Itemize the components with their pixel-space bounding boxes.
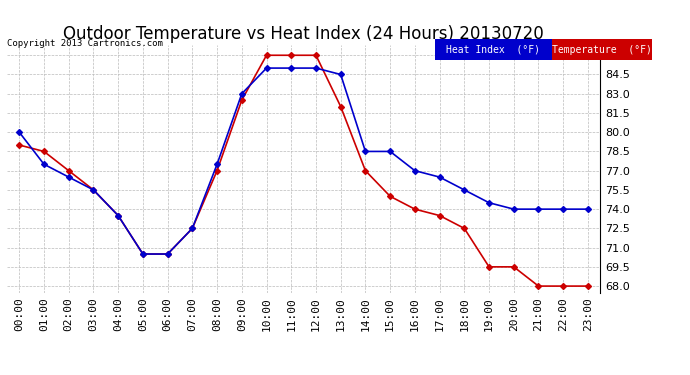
Text: Heat Index  (°F): Heat Index (°F) (446, 45, 540, 55)
Text: Temperature  (°F): Temperature (°F) (552, 45, 652, 55)
Text: Copyright 2013 Cartronics.com: Copyright 2013 Cartronics.com (7, 39, 163, 48)
Title: Outdoor Temperature vs Heat Index (24 Hours) 20130720: Outdoor Temperature vs Heat Index (24 Ho… (63, 26, 544, 44)
